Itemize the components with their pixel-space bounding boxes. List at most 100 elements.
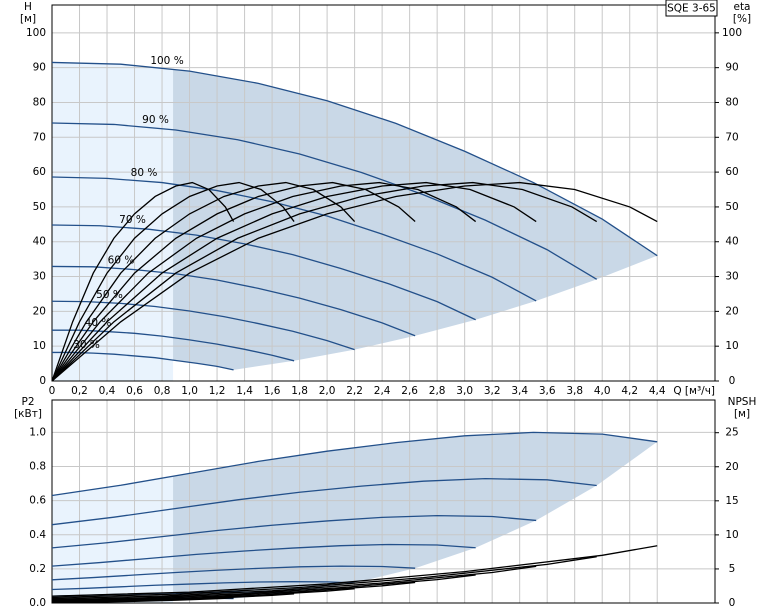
x-tick-label: 0: [49, 385, 56, 397]
y-axis-label: P2: [21, 396, 34, 408]
x-tick-label: 4,2: [621, 385, 638, 397]
y-tick-label: 20: [33, 305, 46, 317]
x-tick-label: 1,0: [181, 385, 198, 397]
x-tick-label: 0,8: [154, 385, 171, 397]
y2-tick-label: 25: [725, 427, 738, 439]
y-tick-label: 40: [33, 236, 46, 248]
x-tick-label: 2,6: [401, 385, 418, 397]
y-tick-label: 0.8: [29, 461, 46, 473]
y2-axis-label: eta: [733, 1, 750, 13]
y2-tick-label: 50: [725, 201, 738, 213]
y-tick-label: 0.0: [29, 597, 46, 609]
secondary-curve: [51, 181, 598, 382]
y-tick-label: 0.2: [29, 563, 46, 575]
curve: [52, 351, 234, 371]
x-tick-label: 1,2: [209, 385, 226, 397]
curve-label: 70 %: [119, 214, 146, 226]
secondary-curve: [51, 181, 356, 382]
secondary-curve: [51, 556, 597, 599]
y2-axis-unit: [%]: [733, 13, 751, 25]
curve-label: 100 %: [150, 55, 183, 67]
title-box: [665, 0, 718, 17]
y-axis-unit: [м]: [20, 13, 36, 25]
y2-tick-label: 10: [725, 340, 738, 352]
x-tick-label: 3,8: [566, 385, 583, 397]
y-tick-label: 60: [33, 166, 46, 178]
curve: [51, 61, 658, 257]
curve: [51, 431, 658, 497]
y-axis-unit: [кВт]: [14, 408, 42, 420]
y2-tick-label: 20: [725, 461, 738, 473]
y-tick-label: 100: [26, 27, 46, 39]
y2-tick-label: 0: [729, 597, 736, 609]
plot-frame: [51, 4, 716, 382]
curve-label: 90 %: [142, 114, 169, 126]
x-tick-label: 2,4: [374, 385, 391, 397]
secondary-curve: [51, 181, 477, 382]
x-tick-label: 3,6: [539, 385, 556, 397]
y-tick-label: 80: [33, 96, 46, 108]
x-tick-label: 0,6: [126, 385, 143, 397]
y2-tick-label: 15: [725, 495, 738, 507]
x-tick-label: 0,4: [99, 385, 116, 397]
x-tick-label: 4,0: [594, 385, 611, 397]
curve: [51, 515, 537, 549]
secondary-curve: [51, 581, 416, 602]
x-tick-label: 3,2: [484, 385, 501, 397]
secondary-curve: [51, 565, 537, 600]
curve: [51, 300, 355, 351]
y-tick-label: 1.0: [29, 426, 46, 438]
secondary-curve: [51, 545, 658, 597]
curve: [51, 122, 598, 280]
x-tick-label: 3,0: [456, 385, 473, 397]
x-tick-label: 4,4: [649, 385, 666, 397]
secondary-curve: [51, 597, 234, 604]
x-axis-label: Q [м³/ч]: [673, 385, 715, 397]
x-tick-label: 1,4: [236, 385, 253, 397]
x-tick-label: 2,2: [346, 385, 363, 397]
y-axis-label: H: [24, 1, 32, 13]
y2-tick-label: 5: [729, 563, 736, 575]
x-tick-label: 2,0: [319, 385, 336, 397]
secondary-curve: [51, 181, 235, 382]
curve: [51, 581, 355, 591]
curve: [51, 565, 416, 581]
curve-label: 40 %: [85, 317, 112, 329]
curve-label: 80 %: [131, 167, 158, 179]
y2-tick-label: 30: [725, 271, 738, 283]
x-tick-label: 1,8: [291, 385, 308, 397]
curve: [51, 543, 476, 567]
shade-light: [52, 476, 174, 603]
x-tick-label: 2,8: [429, 385, 446, 397]
y2-tick-label: 20: [725, 305, 738, 317]
secondary-curve: [51, 181, 416, 382]
curve: [51, 265, 416, 337]
y2-tick-label: 100: [722, 27, 742, 39]
shade-dark: [173, 432, 658, 599]
x-tick-label: 1,6: [264, 385, 281, 397]
shade-dark: [173, 69, 658, 370]
curve: [51, 224, 476, 321]
secondary-curve: [51, 181, 658, 382]
secondary-curve: [51, 181, 537, 382]
y-tick-label: 10: [33, 340, 46, 352]
y2-tick-label: 90: [725, 62, 738, 74]
y2-tick-label: 0: [729, 375, 736, 387]
curve-label: 50 %: [96, 289, 123, 301]
secondary-curve: [51, 574, 476, 601]
y-tick-label: 0.6: [29, 495, 46, 507]
y2-tick-label: 40: [725, 236, 738, 248]
y2-axis-unit: [м]: [734, 408, 750, 420]
y2-tick-label: 80: [725, 96, 738, 108]
shade-light: [52, 62, 174, 381]
y-tick-label: 0.4: [29, 529, 46, 541]
y-tick-label: 50: [33, 201, 46, 213]
y-tick-label: 30: [33, 271, 46, 283]
y2-tick-label: 10: [725, 529, 738, 541]
x-tick-label: 3,4: [511, 385, 528, 397]
y-tick-label: 90: [33, 62, 46, 74]
curve-label: 60 %: [108, 255, 135, 267]
y-tick-label: 0: [39, 375, 46, 387]
